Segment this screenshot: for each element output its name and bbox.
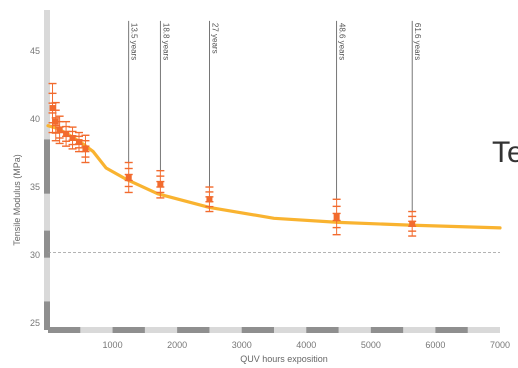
data-point-marker: [333, 213, 340, 220]
data-point: [332, 198, 341, 236]
annotation-label: 18.8 years: [161, 23, 170, 60]
y-axis-title: Tensile Modulus (MPa): [12, 154, 22, 246]
x-tick-label: 6000: [425, 340, 445, 350]
y-band-segment: [44, 301, 50, 330]
x-tick-label: 1000: [103, 340, 123, 350]
x-axis-title: QUV hours exposition: [240, 354, 328, 364]
data-point-marker: [49, 105, 56, 112]
x-band-segment: [435, 327, 468, 333]
x-band-segment: [306, 327, 339, 333]
y-tick-label: 25: [30, 318, 40, 328]
x-band-segment: [241, 327, 274, 333]
x-band-segment: [48, 327, 81, 333]
x-tick-label: 3000: [232, 340, 252, 350]
data-point-marker: [206, 196, 213, 203]
x-axis-band: [48, 327, 500, 333]
y-band-segment: [44, 139, 50, 194]
x-tick-label: 7000: [490, 340, 510, 350]
data-point: [408, 210, 417, 237]
data-point: [124, 161, 133, 194]
x-tick-label: 5000: [361, 340, 381, 350]
data-point-marker: [63, 130, 70, 137]
x-tick-label: 4000: [296, 340, 316, 350]
y-tick-label: 45: [30, 46, 40, 56]
annotation-group: 13.5 years 18.8 years 27 years 48.6 years 61…: [128, 20, 422, 212]
data-point-marker: [56, 126, 63, 133]
data-point-marker: [69, 135, 76, 141]
y-band-segment: [44, 10, 50, 140]
annotation-label: 27 years: [210, 23, 219, 54]
data-point: [205, 186, 214, 213]
x-band-segment: [112, 327, 145, 333]
y-tick-label: 40: [30, 114, 40, 124]
y-band-segment: [44, 230, 50, 258]
y-band-segment: [44, 193, 50, 231]
data-point: [62, 120, 71, 147]
tick-labels-group: 1000 2000 3000 4000 5000 6000 7000 25 30 35 40 45: [30, 46, 510, 350]
y-tick-label: 30: [30, 250, 40, 260]
data-point: [156, 169, 165, 199]
y-tick-label: 35: [30, 182, 40, 192]
data-point-marker: [125, 174, 132, 181]
x-tick-label: 2000: [167, 340, 187, 350]
annotation-label: 61.6 years: [413, 23, 422, 60]
data-point-marker: [82, 145, 89, 152]
y-axis-band: [44, 10, 50, 330]
y-band-segment: [44, 257, 50, 302]
x-band-segment: [177, 327, 210, 333]
fit-curve-group: [46, 124, 502, 230]
x-band-segment: [370, 327, 404, 333]
data-point-marker: [75, 139, 82, 146]
fit-curve: [46, 124, 502, 230]
annotation-label: 48.6 years: [338, 23, 347, 60]
annotation-label: 13.5 years: [130, 23, 139, 60]
data-point: [81, 134, 90, 164]
data-point: [55, 115, 64, 145]
overlay-text: Te: [492, 136, 518, 169]
data-point-marker: [409, 220, 416, 227]
data-point-marker: [157, 181, 164, 188]
data-points-group: [48, 82, 417, 237]
